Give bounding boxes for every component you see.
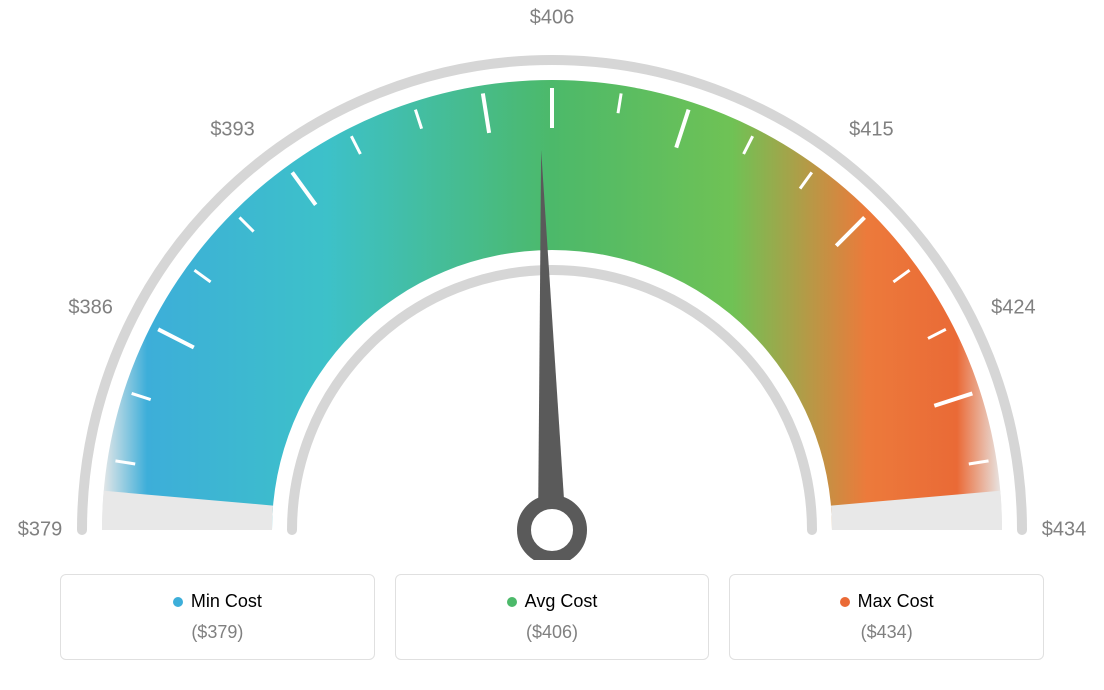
legend-dot-avg: [507, 597, 517, 607]
scale-label: $386: [68, 296, 113, 319]
scale-label: $415: [849, 118, 894, 141]
legend-value-min: ($379): [73, 622, 362, 643]
legend-text-avg: Avg Cost: [525, 591, 598, 612]
legend-text-max: Max Cost: [858, 591, 934, 612]
gauge-chart: $379 $386 $393 $406 $415 $424 $434: [0, 0, 1104, 560]
legend-card-min: Min Cost ($379): [60, 574, 375, 660]
scale-label: $379: [18, 519, 63, 542]
legend-dot-max: [840, 597, 850, 607]
legend-value-max: ($434): [742, 622, 1031, 643]
legend-dot-min: [173, 597, 183, 607]
legend-label-avg: Avg Cost: [408, 591, 697, 612]
legend-text-min: Min Cost: [191, 591, 262, 612]
legend-label-max: Max Cost: [742, 591, 1031, 612]
scale-label: $393: [210, 118, 255, 141]
legend-label-min: Min Cost: [73, 591, 362, 612]
legend-row: Min Cost ($379) Avg Cost ($406) Max Cost…: [60, 574, 1044, 660]
legend-card-avg: Avg Cost ($406): [395, 574, 710, 660]
scale-label: $424: [991, 296, 1036, 319]
legend-value-avg: ($406): [408, 622, 697, 643]
scale-label: $434: [1042, 519, 1087, 542]
scale-label: $406: [530, 7, 575, 30]
gauge-svg: [0, 0, 1104, 560]
legend-card-max: Max Cost ($434): [729, 574, 1044, 660]
